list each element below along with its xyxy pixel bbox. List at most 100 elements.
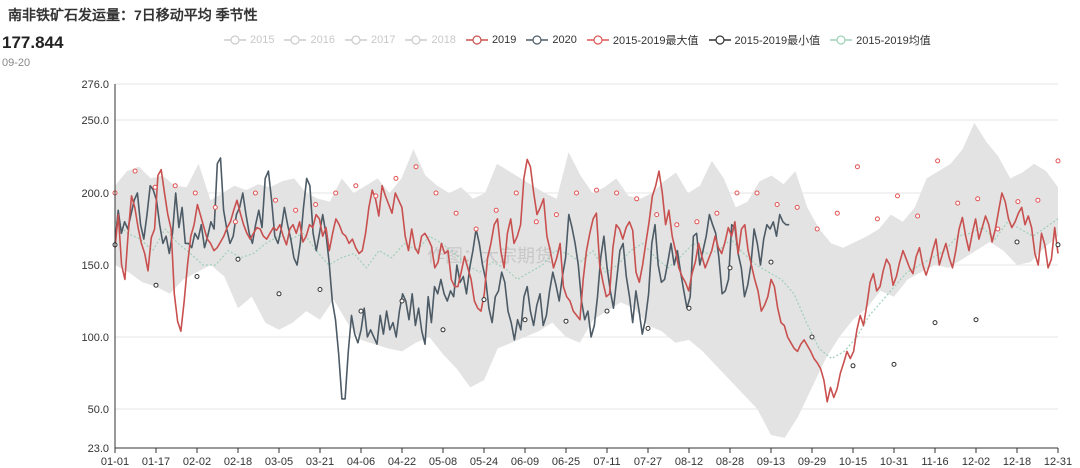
max-point bbox=[915, 213, 921, 219]
legend-label: 2017 bbox=[370, 34, 396, 46]
legend-marker-icon bbox=[830, 35, 853, 45]
max-point bbox=[433, 190, 439, 196]
axis-layer: 23.0 50.0 100.0 150.0 200.0 250.0 276.0 01-01 01… bbox=[81, 79, 1072, 468]
y-tick-label: 50.0 bbox=[88, 404, 109, 416]
max-point bbox=[293, 207, 299, 213]
x-tick-label: 12-18 bbox=[1003, 456, 1031, 468]
legend: 2015 2016 2017 2018 2019 2020 2015-2019最大值 2015… bbox=[224, 31, 941, 49]
x-tick-label: 01-01 bbox=[101, 456, 129, 468]
legend-label: 2020 bbox=[552, 34, 577, 46]
max-point bbox=[694, 219, 700, 225]
max-point bbox=[353, 183, 359, 189]
x-tick-label: 03-05 bbox=[265, 456, 293, 468]
max-point bbox=[734, 190, 740, 196]
legend-label: 2019 bbox=[491, 34, 517, 46]
watermark: 作图：大宗期货 bbox=[427, 246, 553, 266]
x-tick-label: 05-08 bbox=[429, 456, 457, 468]
max-point bbox=[794, 204, 800, 210]
min-point bbox=[686, 305, 692, 311]
max-point bbox=[574, 190, 579, 196]
max-point bbox=[834, 210, 840, 216]
band-area bbox=[115, 122, 1058, 438]
max-point bbox=[132, 168, 138, 174]
max-point bbox=[1055, 158, 1061, 164]
max-point bbox=[1015, 199, 1021, 205]
y-tick-label: 100.0 bbox=[81, 332, 109, 344]
max-point bbox=[955, 200, 961, 206]
y-tick-label: 150.0 bbox=[81, 260, 109, 272]
series-2019-line bbox=[114, 158, 1059, 403]
x-tick-label: 01-17 bbox=[142, 456, 170, 468]
legend-item-2015-2019最小值[interactable]: 2015-2019最小值 bbox=[708, 32, 821, 48]
max-point bbox=[192, 190, 198, 196]
min-point bbox=[358, 308, 364, 314]
max-point bbox=[493, 207, 499, 213]
max-point bbox=[393, 175, 399, 181]
min-point bbox=[768, 259, 774, 265]
y-tick-label: 23.0 bbox=[88, 443, 109, 455]
max-point bbox=[814, 226, 820, 232]
min-point bbox=[276, 291, 282, 297]
legend-label: 2015-2019最小值 bbox=[734, 35, 821, 47]
x-tick-label: 08-28 bbox=[716, 456, 744, 468]
min-point bbox=[645, 325, 651, 331]
latest-value: 177.844 bbox=[2, 33, 64, 52]
min-point bbox=[153, 282, 159, 288]
legend-item-2015[interactable]: 2015 bbox=[224, 34, 274, 46]
x-tick-label: 04-06 bbox=[347, 456, 375, 468]
max-point bbox=[634, 196, 640, 202]
max-point bbox=[874, 216, 880, 222]
max-point bbox=[333, 190, 339, 196]
min-point bbox=[604, 308, 610, 314]
x-tick-label: 07-11 bbox=[593, 456, 620, 468]
x-tick-label: 10-31 bbox=[880, 456, 908, 468]
min-point bbox=[522, 317, 528, 323]
x-tick-label: 07-27 bbox=[634, 456, 662, 468]
legend-label: 2015-2019最大值 bbox=[612, 35, 699, 47]
series-layer bbox=[112, 157, 1061, 403]
legend-marker-icon bbox=[586, 35, 609, 45]
x-tick-label: 09-29 bbox=[798, 456, 826, 468]
max-point bbox=[614, 190, 620, 196]
x-tick-label: 02-18 bbox=[224, 456, 252, 468]
x-tick-label: 05-24 bbox=[470, 456, 498, 468]
max-point bbox=[714, 210, 720, 216]
max-point bbox=[895, 193, 900, 199]
min-point bbox=[891, 361, 897, 367]
y-tick-label: 200.0 bbox=[81, 188, 109, 200]
range-band bbox=[115, 122, 1058, 438]
legend-label: 2016 bbox=[310, 34, 335, 46]
max-point bbox=[252, 190, 258, 196]
min-point bbox=[727, 265, 733, 271]
legend-item-2020[interactable]: 2020 bbox=[526, 34, 577, 46]
max-point bbox=[212, 204, 218, 210]
x-tick-label: 02-02 bbox=[183, 456, 211, 468]
legend-marker-icon bbox=[284, 35, 307, 45]
max-point bbox=[373, 193, 379, 199]
max-point bbox=[273, 197, 278, 203]
max-point bbox=[975, 196, 981, 202]
max-point bbox=[1035, 197, 1041, 203]
legend-item-2015-2019最大值[interactable]: 2015-2019最大值 bbox=[586, 32, 699, 48]
legend-item-2017[interactable]: 2017 bbox=[344, 34, 396, 46]
min-point bbox=[1055, 242, 1061, 248]
legend-item-2019[interactable]: 2019 bbox=[465, 34, 517, 46]
min-point bbox=[481, 297, 487, 303]
max-point bbox=[754, 190, 760, 196]
legend-item-2016[interactable]: 2016 bbox=[284, 34, 335, 46]
legend-marker-icon bbox=[526, 35, 549, 45]
legend-item-2015-2019均值[interactable]: 2015-2019均值 bbox=[830, 32, 931, 48]
max-point bbox=[674, 222, 680, 228]
max-point bbox=[152, 184, 158, 190]
min-point bbox=[932, 320, 938, 326]
x-tick-label: 12-31 bbox=[1044, 456, 1072, 468]
legend-label: 2018 bbox=[431, 34, 456, 46]
min-point bbox=[563, 318, 569, 324]
max-point bbox=[232, 219, 238, 225]
max-point bbox=[594, 187, 599, 193]
legend-label: 2015 bbox=[250, 34, 275, 46]
legend-marker-icon bbox=[344, 35, 367, 45]
x-tick-label: 11-16 bbox=[921, 456, 948, 468]
legend-item-2018[interactable]: 2018 bbox=[405, 34, 456, 46]
